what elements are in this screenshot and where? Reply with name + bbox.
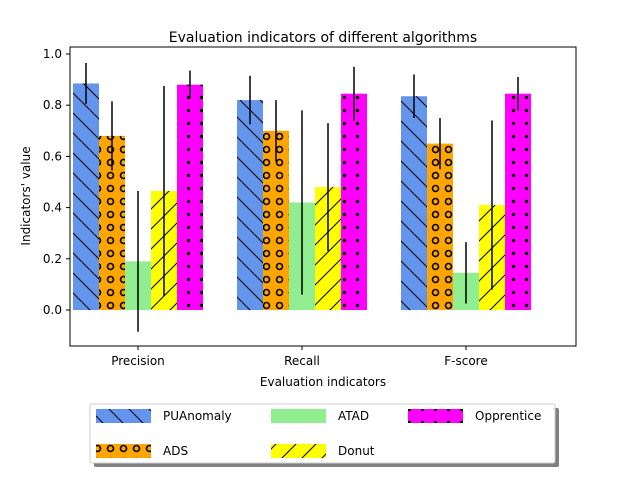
x-tick-label-precision: Precision [111,354,165,368]
bars-layer [73,83,531,311]
y-tick-label: 0.0 [43,303,62,317]
x-axis-label: Evaluation indicators [260,375,386,389]
legend-swatch-hatch [96,409,151,423]
y-tick-label: 1.0 [43,47,62,61]
x-tick-label-f-score: F-score [444,354,487,368]
bar-hatch-opprentice-recall [341,93,367,311]
x-axis: Precision Recall F-score [111,346,488,368]
y-tick-label: 0.8 [43,98,62,112]
y-tick-label: 0.2 [43,252,62,266]
bar-hatch-ads-f-score [427,143,453,310]
bar-hatch-puanomaly-f-score [401,96,427,311]
legend-entry-ads: ADS [96,444,188,458]
y-tick-label: 0.6 [43,149,62,163]
legend-swatch-hatch [271,444,326,458]
legend-label: ADS [163,444,188,458]
bar-hatch-puanomaly-precision [73,83,99,310]
legend-swatch-hatch [96,444,151,458]
legend-items: PUAnomaly ADS ATAD Donut Opprentice [96,409,541,458]
legend: PUAnomaly ADS ATAD Donut Opprentice [89,403,559,467]
plot-frame [69,46,577,347]
legend-label: ATAD [338,409,369,423]
legend-entry-puanomaly: PUAnomaly [96,409,232,423]
legend-entry-donut: Donut [271,444,375,458]
y-axis-label: Indicators' value [19,146,33,245]
legend-label: PUAnomaly [163,409,232,423]
chart-title: Evaluation indicators of different algor… [169,30,477,46]
y-tick-label: 0.4 [43,201,62,215]
y-axis: 0.0 0.2 0.4 0.6 0.8 1.0 [43,47,70,317]
bar-hatch-opprentice-precision [177,84,203,310]
x-tick-label-recall: Recall [284,354,320,368]
legend-swatch-hatch [408,409,463,423]
error-bars-layer [85,62,519,332]
bar-hatch-opprentice-f-score [505,93,531,311]
legend-entry-atad: ATAD [271,409,369,423]
legend-label: Donut [338,444,375,458]
bar-hatch-puanomaly-recall [237,100,263,310]
legend-entry-opprentice: Opprentice [408,409,541,423]
legend-label: Opprentice [475,409,541,423]
legend-swatch [271,409,326,423]
